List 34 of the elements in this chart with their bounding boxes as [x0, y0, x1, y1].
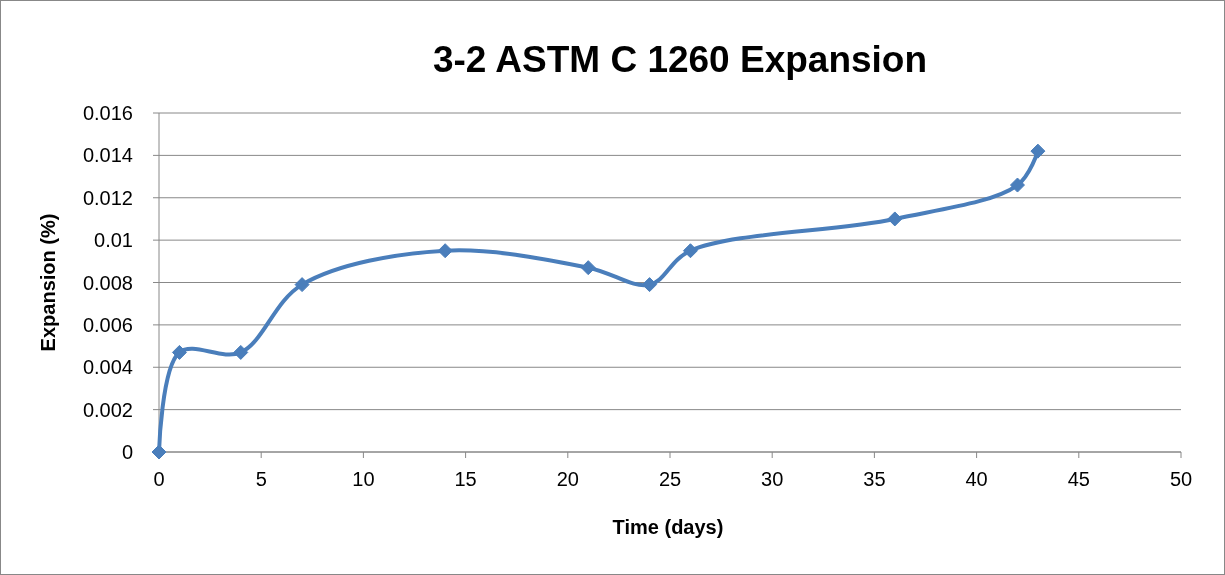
point — [294, 277, 310, 293]
y-tick-label: 0 — [121, 441, 133, 463]
point — [437, 243, 453, 259]
point — [1030, 143, 1046, 159]
y-tick-label: 0.002 — [82, 398, 133, 421]
point — [151, 444, 167, 460]
y-tick-label: 0.008 — [82, 271, 133, 294]
y-tick-label: 0.006 — [82, 313, 133, 336]
x-tick-label: 50 — [1169, 468, 1193, 490]
x-tick-label: 35 — [863, 468, 886, 490]
x-axis-title: Time (days) — [612, 516, 724, 538]
x-tick-label: 5 — [255, 468, 267, 490]
y-tick-label: 0.014 — [82, 144, 133, 167]
point — [1009, 177, 1025, 193]
point — [887, 211, 903, 227]
point — [233, 344, 249, 360]
y-tick-label: 0.01 — [94, 229, 133, 252]
point — [682, 243, 698, 259]
y-tick-label: 0.016 — [82, 102, 133, 124]
point — [642, 277, 658, 293]
x-tick-label: 25 — [658, 468, 682, 490]
y-tick-label: 0.012 — [82, 186, 133, 209]
x-tick-label: 40 — [965, 468, 988, 490]
x-tick-label: 0 — [153, 468, 165, 490]
x-tick-label: 30 — [761, 468, 784, 490]
x-tick-label: 10 — [352, 468, 375, 490]
x-tick-label: 45 — [1067, 468, 1090, 490]
x-tick-label: 20 — [556, 468, 579, 490]
point — [171, 344, 187, 360]
point — [580, 260, 596, 276]
chart-title: 3-2 ASTM C 1260 Expansion — [432, 39, 928, 80]
x-tick-label: 15 — [454, 468, 477, 490]
y-tick-label: 0.004 — [82, 356, 133, 379]
y-axis-title: Expansion (%) — [37, 213, 59, 352]
